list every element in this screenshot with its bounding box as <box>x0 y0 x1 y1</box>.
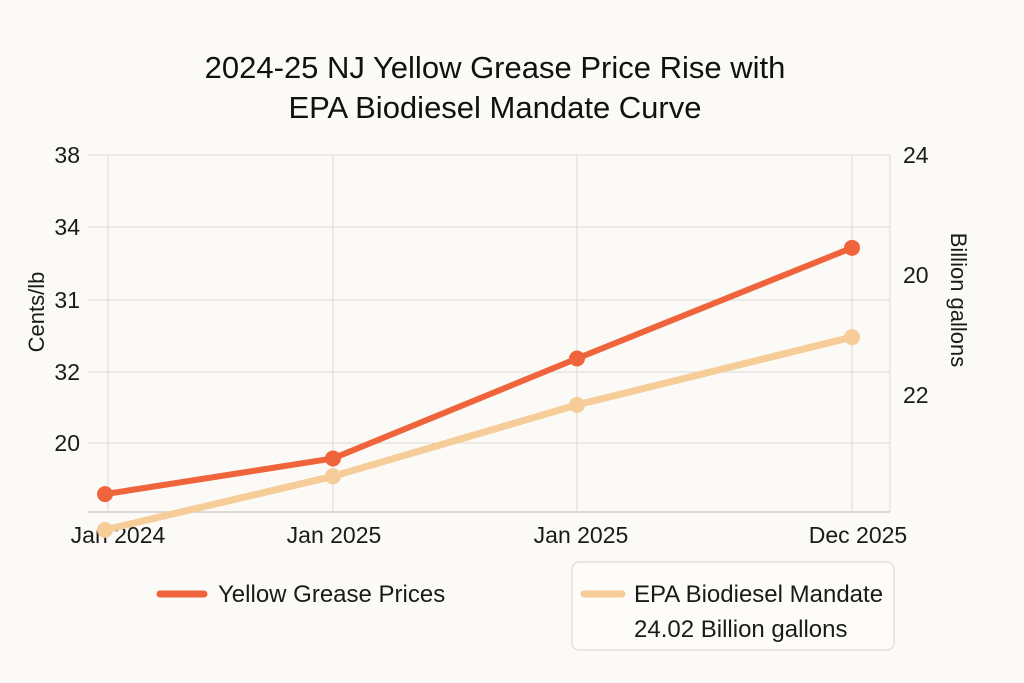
right-tick-label: 22 <box>903 382 929 408</box>
right-tick-label: 24 <box>903 142 929 168</box>
data-point <box>325 468 341 485</box>
data-point <box>97 521 113 538</box>
x-tick-label: Jan 2025 <box>534 522 629 548</box>
data-point <box>325 450 341 467</box>
left-tick-label: 38 <box>54 142 80 168</box>
series-line <box>102 244 855 498</box>
series-epa-mandate <box>97 329 860 538</box>
legend: Yellow Grease Prices EPA Biodiesel Manda… <box>156 561 895 651</box>
left-tick-label: 32 <box>54 359 80 385</box>
legend-sublabel-epa-mandate: 24.02 Billion gallons <box>634 616 847 643</box>
left-tick-label: 31 <box>54 287 80 313</box>
chart-title-line-1: 2024-25 NJ Yellow Grease Price Rise with <box>204 50 786 85</box>
data-point <box>569 396 585 413</box>
series-yellow-grease <box>97 239 860 503</box>
series-group <box>97 239 860 538</box>
left-axis-label: Cents/lb <box>24 272 49 353</box>
right-tick-label: 20 <box>903 262 929 288</box>
left-axis-ticks: 38 34 31 32 20 <box>54 142 80 456</box>
data-point <box>844 329 860 346</box>
data-point <box>844 239 860 256</box>
legend-label-epa-mandate: EPA Biodiesel Mandate <box>634 581 883 608</box>
left-tick-label: 34 <box>54 214 80 240</box>
grid <box>88 154 891 513</box>
x-axis-ticks: Jan 2024 Jan 2025 Jan 2025 Dec 2025 <box>71 522 908 548</box>
right-axis-label: Billion gallons <box>946 233 971 368</box>
legend-box-mandate <box>571 561 895 651</box>
series-line <box>101 333 856 534</box>
chart-title: 2024-25 NJ Yellow Grease Price Rise with… <box>0 48 990 128</box>
right-axis-ticks: 24 20 22 <box>903 142 929 408</box>
data-point <box>569 350 585 367</box>
left-tick-label: 20 <box>54 430 80 456</box>
legend-label-yellow-grease: Yellow Grease Prices <box>218 581 445 608</box>
chart-title-line-2: EPA Biodiesel Mandate Curve <box>288 90 702 125</box>
x-tick-label: Dec 2025 <box>809 522 907 548</box>
data-point <box>97 486 113 503</box>
x-tick-label: Jan 2025 <box>287 522 382 548</box>
